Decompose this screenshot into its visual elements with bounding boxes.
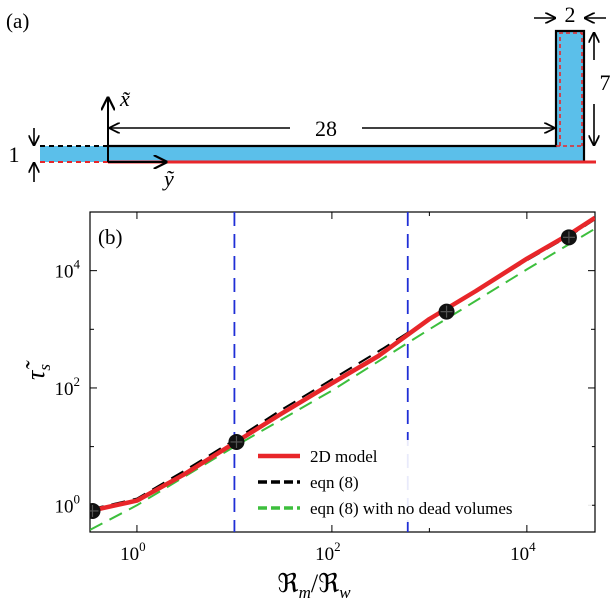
series-line-0 — [90, 215, 595, 514]
y-axis: 100 102 104 — [55, 211, 595, 517]
legend-item: eqn (8) — [258, 473, 359, 492]
y-tick-label: 100 — [55, 491, 81, 517]
dim-length-label: 28 — [315, 116, 337, 141]
axis-x-label: x̃ — [119, 86, 130, 111]
x-tick-label: 100 — [120, 539, 146, 565]
tau-s-loglog-chart: 100 102 104 100 102 104 (b) τ̃s ℜm/ℜw 2D mod… — [21, 211, 596, 602]
x-axis-label: ℜm/ℜw — [277, 569, 351, 602]
legend-label-1: eqn (8) — [310, 473, 359, 492]
dim-height-label: 7 — [600, 70, 611, 95]
legend-box — [252, 440, 592, 522]
x-tick-label: 102 — [315, 539, 341, 565]
y-tick-label: 104 — [55, 257, 81, 283]
dim-channel-label: 1 — [9, 142, 20, 167]
channel-top-wall — [108, 29, 586, 162]
data-marker — [228, 433, 245, 450]
x-tick-label: 104 — [510, 539, 536, 565]
legend-item: eqn (8) with no dead volumes — [258, 499, 513, 518]
legend-label-0: 2D model — [310, 447, 378, 466]
dim-width-label: 2 — [565, 2, 576, 27]
dead-volume-boundary — [556, 32, 584, 147]
legend: 2D model eqn (8) eqn (8) with no dead volu… — [252, 440, 592, 522]
plot-frame — [89, 211, 596, 533]
chart-panel-label: (b) — [98, 225, 123, 249]
legend-label-2: eqn (8) with no dead volumes — [310, 499, 513, 518]
y-axis-label: τ̃s — [21, 360, 54, 380]
plot-area — [90, 212, 595, 532]
y-tick-label: 102 — [55, 374, 81, 400]
x-axis: 100 102 104 — [120, 212, 536, 565]
panel-a-label: (a) — [6, 9, 29, 33]
channel-fill — [40, 146, 556, 162]
series-line-2 — [90, 227, 595, 531]
data-marker — [90, 502, 101, 519]
data-marker — [560, 229, 577, 246]
data-marker — [438, 303, 455, 320]
legend-item: 2D model — [258, 447, 378, 466]
geometry-schematic: (a) x̃ ỹ 28 2 7 1 — [6, 2, 611, 191]
axis-y-label: ỹ — [162, 166, 175, 191]
